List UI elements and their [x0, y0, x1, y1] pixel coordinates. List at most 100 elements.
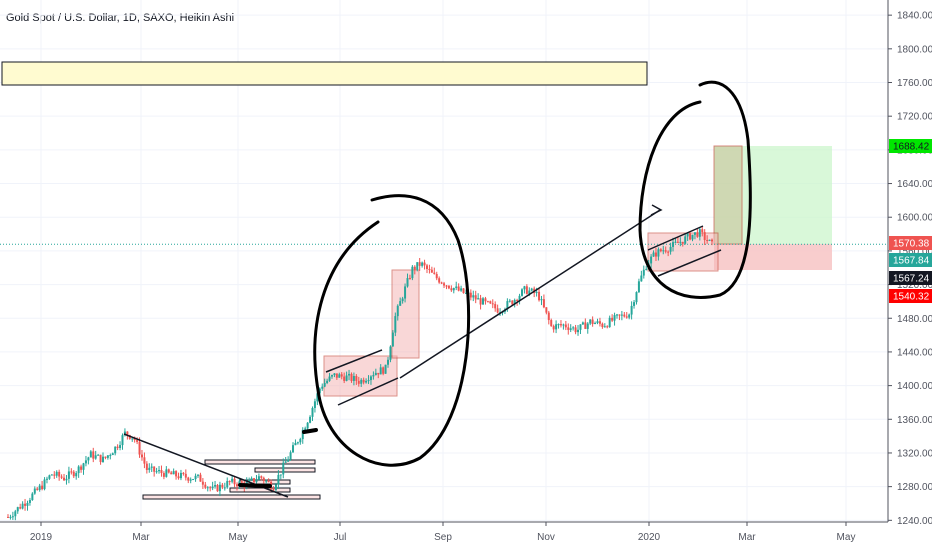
- candle-body: [569, 328, 572, 330]
- candle-body: [350, 373, 353, 381]
- candle-body: [516, 299, 519, 302]
- x-tick-label: May: [837, 532, 856, 543]
- consolidation-box-2: [647, 232, 719, 272]
- candle-body: [584, 322, 587, 329]
- candle-body: [345, 375, 348, 381]
- candle-body: [447, 285, 450, 289]
- candle-body: [486, 301, 489, 303]
- candle-body: [637, 281, 640, 293]
- candle-body: [674, 241, 677, 243]
- candle-body: [226, 481, 229, 488]
- candle-body: [659, 249, 662, 252]
- candle-body: [338, 374, 341, 378]
- candle-body: [170, 472, 173, 475]
- candle-body: [187, 477, 190, 481]
- candle-body: [214, 485, 217, 487]
- candle-body: [452, 288, 455, 291]
- candle-body: [304, 428, 307, 430]
- candle-body: [33, 488, 36, 494]
- y-tick-label: 1360.00: [897, 415, 932, 426]
- candle-body: [267, 480, 270, 482]
- candle-body: [106, 455, 109, 458]
- candle-body: [601, 323, 604, 327]
- candle-body: [19, 507, 22, 509]
- y-tick-label: 1480.00: [897, 314, 932, 325]
- candle-body: [538, 291, 541, 301]
- candle-body: [494, 304, 497, 309]
- candle-body: [199, 474, 202, 482]
- candle-body: [102, 456, 105, 463]
- candle-body: [299, 439, 302, 443]
- candle-body: [289, 452, 292, 460]
- y-tick-label: 1320.00: [897, 448, 932, 459]
- candle-body: [474, 295, 477, 300]
- support-box: [229, 487, 291, 493]
- candle-body: [201, 481, 204, 485]
- candle-body: [306, 422, 309, 429]
- candle-body: [676, 241, 679, 243]
- price-tag-label: 1688.42: [893, 142, 930, 153]
- candle-body: [633, 302, 636, 306]
- candle-body: [126, 431, 129, 436]
- candle-body: [352, 376, 355, 381]
- y-tick-label: 1800.00: [897, 44, 932, 55]
- candle-body: [484, 298, 487, 302]
- candle-body: [343, 376, 346, 381]
- candle-body: [253, 478, 256, 483]
- x-tick-label: Mar: [132, 532, 150, 543]
- candle-body: [75, 473, 78, 477]
- candle-body: [123, 431, 126, 436]
- candle-body: [577, 329, 580, 333]
- candle-body: [664, 250, 667, 252]
- candle-body: [316, 393, 319, 402]
- candle-body: [58, 471, 61, 477]
- price-tag-label: 1570.38: [893, 239, 930, 250]
- candle-body: [77, 466, 80, 474]
- candle-body: [355, 376, 358, 381]
- candle-body: [574, 327, 577, 333]
- candle-body: [326, 380, 329, 384]
- candle-body: [301, 429, 304, 440]
- candle-body: [172, 471, 175, 475]
- candle-body: [555, 324, 558, 330]
- x-tick-label: May: [229, 532, 248, 543]
- candle-body: [277, 474, 280, 485]
- support-box: [204, 459, 316, 465]
- candle-body: [36, 488, 39, 490]
- candle-body: [606, 326, 609, 328]
- candle-body: [618, 314, 621, 316]
- candle-body: [67, 471, 70, 479]
- candle-body: [9, 516, 12, 518]
- candle-body: [586, 323, 589, 329]
- candle-body: [223, 487, 226, 489]
- price-tag-label: 1567.24: [893, 274, 930, 285]
- candle-body: [94, 455, 97, 459]
- candle-body: [53, 474, 56, 476]
- candle-body: [401, 298, 404, 302]
- candle-body: [150, 466, 153, 468]
- uptrend-line: [399, 209, 661, 379]
- candle-body: [594, 322, 597, 324]
- candle-body: [579, 324, 582, 330]
- price-tag-label: 1567.84: [893, 256, 930, 267]
- candle-body: [155, 471, 158, 473]
- channel-bottom-1: [337, 377, 399, 406]
- arrow-head: [650, 204, 663, 216]
- candle-body: [321, 386, 324, 389]
- channel-top-1: [325, 349, 383, 373]
- candle-body: [328, 376, 331, 381]
- y-tick-label: 1400.00: [897, 381, 932, 392]
- candle-body: [248, 479, 251, 482]
- y-tick-label: 1440.00: [897, 347, 932, 358]
- candle-body: [136, 439, 139, 442]
- candle-body: [421, 262, 424, 266]
- candle-body: [460, 288, 463, 291]
- candle-body: [7, 516, 9, 518]
- candle-body: [50, 474, 53, 476]
- price-tag: [889, 236, 932, 250]
- candle-body: [399, 301, 402, 306]
- candle-body: [545, 307, 548, 313]
- candle-body: [650, 256, 653, 264]
- candle-body: [591, 319, 594, 324]
